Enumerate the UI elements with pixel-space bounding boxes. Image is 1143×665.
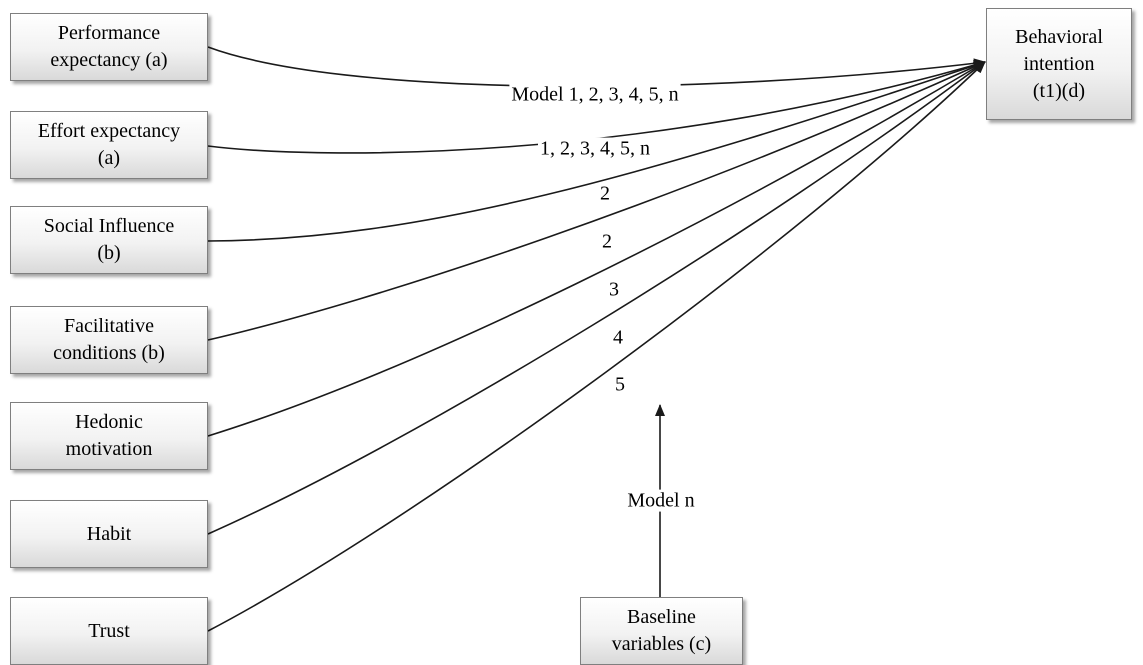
- path-label-2: 2: [600, 183, 610, 205]
- node-hedonic-motivation: Hedonic motivation: [10, 402, 208, 470]
- node-label: Performance expectancy (a): [50, 20, 167, 74]
- node-label: Habit: [87, 521, 131, 548]
- node-baseline-variables: Baseline variables (c): [580, 597, 743, 665]
- node-label: Behavioral intention (t1)(d): [1015, 24, 1103, 105]
- node-effort-expectancy: Effort expectancy (a): [10, 111, 208, 179]
- node-behavioral-intention: Behavioral intention (t1)(d): [986, 8, 1132, 120]
- node-performance-expectancy: Performance expectancy (a): [10, 13, 208, 81]
- path-label-5: 4: [613, 327, 623, 349]
- path-arrow-5: [208, 62, 985, 534]
- node-trust: Trust: [10, 597, 208, 665]
- path-label-0: Model 1, 2, 3, 4, 5, n: [511, 84, 678, 106]
- node-social-influence: Social Influence (b): [10, 206, 208, 274]
- path-arrow-0: [208, 47, 985, 86]
- node-label: Trust: [88, 618, 130, 645]
- node-habit: Habit: [10, 500, 208, 568]
- path-label-3: 2: [602, 231, 612, 253]
- node-label: Social Influence (b): [44, 213, 175, 267]
- path-label-1: 1, 2, 3, 4, 5, n: [540, 138, 650, 160]
- path-label-4: 3: [609, 279, 619, 301]
- node-facilitative-conditions: Facilitative conditions (b): [10, 306, 208, 374]
- node-label: Hedonic motivation: [66, 409, 153, 463]
- node-label: Baseline variables (c): [612, 604, 711, 658]
- baseline-arrow-label: Model n: [627, 490, 694, 512]
- node-label: Facilitative conditions (b): [53, 313, 165, 367]
- node-label: Effort expectancy (a): [38, 118, 180, 172]
- path-label-6: 5: [615, 374, 625, 396]
